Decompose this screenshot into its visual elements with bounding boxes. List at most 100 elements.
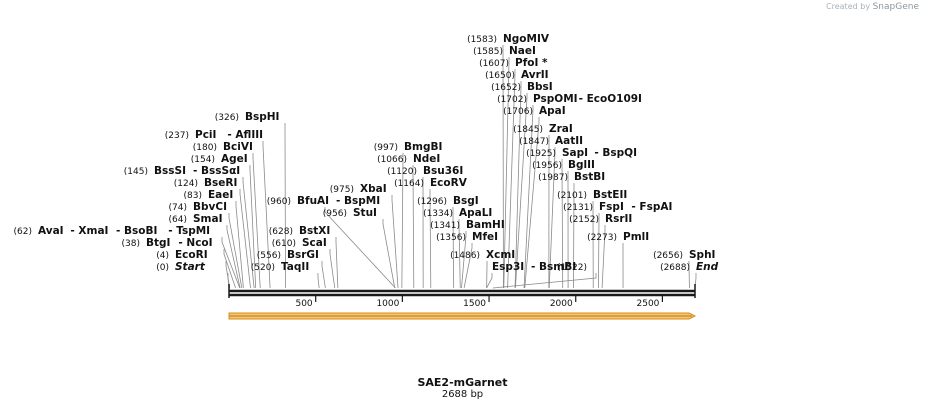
site-position-label: (326) [215, 113, 239, 123]
restriction-site-label[interactable]: SphI [689, 249, 715, 261]
restriction-site-label[interactable]: XbaI [360, 183, 387, 195]
restriction-site-label[interactable]: BamHI [466, 219, 505, 231]
restriction-site-label[interactable]: ZraI [549, 123, 573, 135]
site-position-label: (1652) [491, 83, 521, 93]
site-leader-line [321, 261, 326, 289]
restriction-site-label[interactable]: BsgI [453, 195, 479, 207]
restriction-site-label[interactable]: MfeI [472, 231, 498, 243]
restriction-site-label[interactable]: BbsI [527, 81, 553, 93]
restriction-site-alias-label[interactable]: - BssSαI [193, 165, 240, 177]
ruler-tick-label: 1500 [463, 299, 486, 309]
site-position-label: (1706) [503, 107, 533, 117]
restriction-site-label[interactable]: EcoRI [175, 249, 208, 261]
snapgene-logo: SnapGene [872, 2, 919, 12]
restriction-site-label[interactable]: FspI [599, 201, 624, 213]
restriction-site-label[interactable]: BstXI [299, 225, 330, 237]
restriction-site-label[interactable]: PfoI * [515, 57, 548, 69]
restriction-site-label[interactable]: Bsu36I [423, 165, 463, 177]
restriction-site-alias-label[interactable]: - XmaI [70, 225, 108, 237]
plasmid-length: 2688 bp [441, 389, 484, 400]
site-position-label: (1066) [377, 155, 407, 165]
restriction-site-alias-label[interactable]: - TspMI [168, 225, 210, 237]
site-leader-line [461, 231, 467, 289]
site-leader-line [225, 261, 231, 289]
site-position-label: (64) [169, 215, 187, 225]
restriction-site-label[interactable]: BspHI [245, 111, 279, 123]
restriction-site-label[interactable]: AvaI [38, 225, 64, 237]
restriction-site-label[interactable]: BciVI [223, 141, 253, 153]
restriction-site-label[interactable]: BseRI [204, 177, 237, 189]
plasmid-name: SAE2-mGarnet [417, 376, 508, 389]
restriction-site-alias-label[interactable]: - EcoO109I [579, 93, 642, 105]
restriction-site-label[interactable]: TaqII [281, 261, 309, 273]
restriction-site-label[interactable]: SmaI [193, 213, 223, 225]
restriction-site-label[interactable]: Start [175, 261, 206, 273]
credit-prefix: Created by [826, 2, 871, 11]
restriction-site-label[interactable]: BsrGI [287, 249, 319, 261]
site-leader-line [503, 57, 510, 289]
site-position-label: (1334) [423, 209, 453, 219]
site-leader-line [486, 273, 493, 289]
site-position-label: (1925) [526, 149, 556, 159]
site-leader-line [458, 219, 461, 289]
site-position-label: (2688) [660, 263, 690, 273]
site-position-label: (38) [122, 239, 140, 249]
restriction-site-label[interactable]: SapI [562, 147, 588, 159]
restriction-site-label[interactable]: AvrII [521, 69, 549, 81]
restriction-site-label[interactable]: RsrII [605, 213, 632, 225]
restriction-site-alias-label[interactable]: - AflIII [227, 129, 263, 141]
restriction-site-label[interactable]: EaeI [208, 189, 233, 201]
restriction-site-label[interactable]: PmlI [623, 231, 649, 243]
restriction-site-alias-label[interactable]: - BspMI [336, 195, 380, 207]
restriction-site-label[interactable]: AgeI [221, 153, 248, 165]
restriction-site-label[interactable]: BstEII [593, 189, 627, 201]
site-leader-line [223, 249, 236, 289]
site-position-label: (1486) [450, 251, 480, 261]
restriction-site-label[interactable]: NgoMIV [503, 33, 550, 45]
restriction-site-label[interactable]: BglII [568, 159, 595, 171]
site-leader-line [329, 249, 336, 289]
restriction-site-label[interactable]: Esp3I [492, 261, 524, 273]
site-leader-line [249, 165, 257, 289]
site-position-label: (1296) [417, 197, 447, 207]
site-leader-line [412, 165, 415, 289]
restriction-site-label[interactable]: EcoRV [430, 177, 468, 189]
restriction-site-label[interactable]: ScaI [302, 237, 327, 249]
restriction-site-label[interactable]: BfuAI [297, 195, 329, 207]
restriction-site-alias-label[interactable]: - NcoI [178, 237, 212, 249]
restriction-site-alias-label[interactable]: - BsmBI [531, 261, 576, 273]
site-leader-line [235, 201, 244, 289]
restriction-site-label[interactable]: ApaI [539, 105, 566, 117]
snapgene-credit: Created by SnapGene [826, 2, 919, 12]
restriction-site-alias-label[interactable]: - FspAI [631, 201, 672, 213]
restriction-site-alias-label[interactable]: - BsoBI [116, 225, 157, 237]
linear-plasmid-map: (0) Start (4) EcoRI (38) BtgI - NcoI (62) AvaI - … [14, 33, 719, 320]
restriction-site-label[interactable]: AatII [555, 135, 583, 147]
restriction-site-label[interactable]: BbvCI [193, 201, 227, 213]
site-position-label: (520) [251, 263, 275, 273]
restriction-site-alias-label[interactable]: - BspQI [594, 147, 637, 159]
restriction-site-label[interactable]: BstBI [574, 171, 605, 183]
restriction-site-label[interactable]: NdeI [413, 153, 440, 165]
restriction-site-label[interactable]: PspOMI [533, 93, 578, 105]
restriction-site-label[interactable]: StuI [353, 207, 377, 219]
site-leader-line [391, 195, 399, 289]
restriction-site-label[interactable]: BssSI [154, 165, 186, 177]
restriction-site-label[interactable]: PciI [195, 129, 216, 141]
site-position-label: (74) [169, 203, 187, 213]
site-leader-line [252, 153, 261, 289]
restriction-site-label[interactable]: End [696, 261, 719, 273]
site-leader-line [601, 225, 606, 289]
restriction-site-label[interactable]: ApaLI [459, 207, 492, 219]
restriction-site-label[interactable]: XcmI [486, 249, 515, 261]
ruler-tick-label: 500 [295, 299, 312, 309]
restriction-site-label[interactable]: BmgBI [404, 141, 442, 153]
restriction-site-label[interactable]: BtgI [146, 237, 170, 249]
site-leader-line [242, 177, 255, 289]
site-position-label: (2131) [563, 203, 593, 213]
restriction-site-label[interactable]: NaeI [509, 45, 536, 57]
site-leader-line [226, 225, 241, 289]
site-position-label: (1607) [479, 59, 509, 69]
site-position-label: (1522) [557, 263, 587, 273]
ruler-tick-label: 1000 [376, 299, 399, 309]
